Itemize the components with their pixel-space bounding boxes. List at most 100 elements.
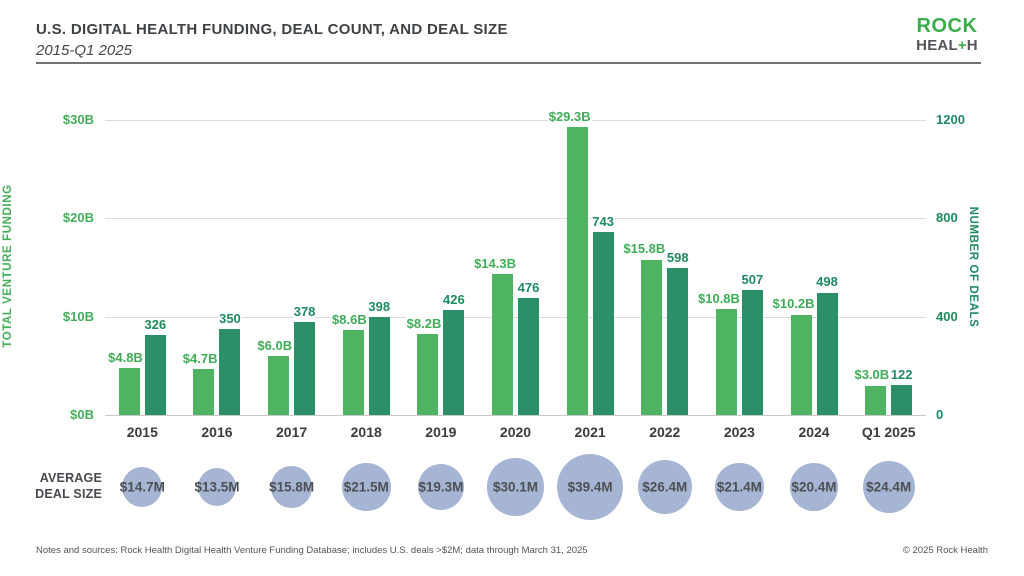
logo-h-text: H — [966, 37, 978, 54]
year-label: 2015 — [126, 424, 158, 440]
right-axis-tick: 0 — [936, 407, 944, 422]
funding-value-label: $15.8B — [622, 241, 667, 257]
deal-size-bubble — [557, 454, 624, 520]
deals-bar — [891, 385, 913, 415]
deal-size-bubble — [341, 462, 391, 512]
funding-value-label: $14.3B — [473, 256, 517, 272]
deal-size-value-label: $24.4M — [866, 479, 912, 495]
year-label: 2016 — [201, 424, 233, 440]
footer-notes: Notes and sources: Rock Health Digital H… — [36, 545, 588, 556]
year-label: 2018 — [350, 424, 382, 440]
deal-size-bubble — [790, 463, 838, 511]
deals-bar — [144, 334, 166, 415]
left-axis-tick: $10B — [62, 308, 94, 324]
funding-value-label: $10.2B — [771, 296, 816, 312]
deal-size-bubble — [417, 463, 464, 511]
rock-health-logo: ROCK HEAL+H — [913, 16, 981, 53]
deals-bar — [592, 232, 614, 415]
average-deal-size-label-line1: AVERAGE — [39, 471, 102, 485]
funding-value-label: $4.7B — [181, 350, 219, 366]
gridline — [105, 120, 926, 121]
deals-count-label: 598 — [665, 249, 690, 265]
plot-area: $4.8B 326 2015 $4.7B 350 2016 $6.0B 378 2017 $8.6… — [105, 109, 926, 440]
deals-count-label: 122 — [889, 366, 914, 383]
deal-size-bubble-row: $14.7M $13.5M $15.8M $21.5M $19.3M $30.1M $39.… — [105, 452, 926, 524]
right-axis-tick: 400 — [936, 308, 958, 324]
deals-count-label: 507 — [740, 272, 765, 288]
right-axis-ticks: 0 400 800 1200 — [936, 112, 996, 422]
deals-bar — [368, 317, 390, 415]
year-label: 2019 — [425, 424, 457, 440]
funding-value-label: $8.6B — [331, 312, 368, 328]
deal-size-bubble — [486, 458, 545, 516]
funding-bar — [790, 314, 812, 415]
year-label: 2024 — [798, 424, 830, 440]
average-deal-size-label-line2: DEAL SIZE — [35, 487, 102, 501]
page-title: U.S. DIGITAL HEALTH FUNDING, DEAL COUNT,… — [36, 21, 508, 38]
funding-value-label: $8.2B — [405, 316, 443, 332]
deal-size-value-label: $20.4M — [791, 479, 837, 495]
deals-bar — [816, 292, 838, 415]
deals-bar — [294, 322, 316, 415]
funding-bar — [193, 368, 215, 415]
deal-size-value-label: $14.7M — [119, 479, 165, 495]
deals-count-label: 498 — [815, 274, 839, 290]
deals-bar — [667, 268, 689, 415]
deal-size-value-label: $39.4M — [567, 479, 613, 495]
year-label: 2022 — [649, 424, 681, 440]
funding-value-label: $3.0B — [853, 367, 891, 383]
deals-count-label: 350 — [218, 310, 242, 326]
deal-size-value-label: $21.4M — [716, 479, 762, 495]
right-axis-tick: 800 — [936, 210, 958, 226]
deals-count-label: 398 — [367, 298, 392, 315]
funding-bar — [268, 356, 290, 415]
deals-count-label: 426 — [442, 291, 466, 308]
deals-bar — [219, 328, 241, 415]
funding-bar — [865, 385, 887, 415]
logo-line-rock: ROCK — [916, 15, 978, 37]
deals-bar — [443, 310, 465, 415]
deal-size-bubble — [862, 461, 915, 513]
gridline — [105, 316, 926, 318]
left-axis-tick: $20B — [62, 210, 94, 226]
left-axis-tick: $0B — [70, 407, 94, 422]
funding-bar — [118, 367, 140, 415]
funding-value-label: $29.3B — [547, 108, 592, 124]
deals-count-label: 743 — [591, 214, 615, 230]
deal-size-value-label: $19.3M — [418, 479, 464, 495]
deal-size-value-label: $30.1M — [492, 479, 539, 495]
deal-size-value-label: $21.5M — [343, 479, 389, 495]
deal-size-value-label: $15.8M — [269, 479, 315, 495]
funding-bar — [342, 330, 364, 415]
header-divider — [36, 62, 981, 64]
deal-size-bubble — [270, 466, 313, 508]
funding-value-label: $10.8B — [697, 290, 741, 306]
deals-count-label: 476 — [516, 279, 541, 295]
funding-bar — [566, 126, 588, 415]
funding-bar — [715, 308, 737, 415]
deals-count-label: 378 — [292, 303, 317, 320]
year-label: 2021 — [574, 424, 606, 440]
deals-bar — [518, 297, 539, 415]
x-axis-baseline — [105, 415, 926, 416]
left-axis-title: TOTAL VENTURE FUNDING — [2, 184, 14, 348]
gridline — [105, 218, 926, 220]
deal-size-bubble — [197, 467, 237, 507]
logo-line-health: HEAL+H — [913, 38, 981, 53]
logo-heal-text: HEAL — [916, 37, 958, 54]
left-axis-tick: $30B — [62, 112, 94, 127]
funding-value-label: $4.8B — [107, 349, 144, 365]
deal-size-bubble — [122, 466, 163, 508]
right-axis-tick: 1200 — [936, 112, 965, 127]
year-label: 2017 — [276, 424, 308, 440]
year-label: 2020 — [499, 424, 532, 440]
deal-size-bubble — [637, 460, 692, 514]
year-label: 2023 — [723, 424, 755, 440]
deals-bar — [741, 290, 763, 415]
funding-bar — [417, 334, 439, 415]
page-subtitle: 2015-Q1 2025 — [36, 42, 132, 59]
funding-bar — [641, 259, 663, 415]
deals-count-label: 326 — [143, 316, 168, 332]
plus-icon: + — [957, 37, 967, 54]
